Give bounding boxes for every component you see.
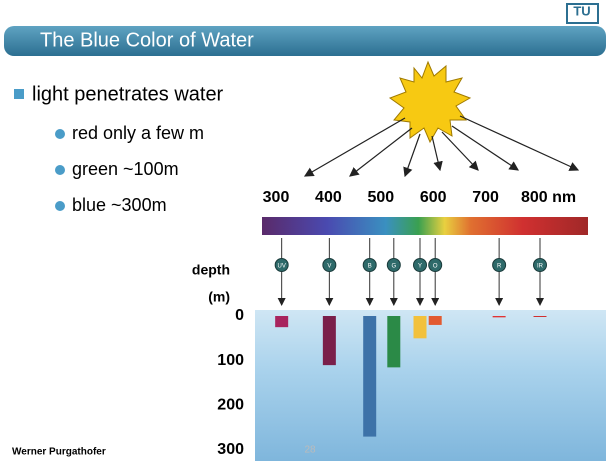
- band-name: R: [497, 264, 502, 270]
- depth-bar: [322, 316, 336, 366]
- band-name: O: [433, 264, 438, 270]
- wavelength-label: 300: [263, 189, 290, 206]
- band-badge: [533, 258, 547, 272]
- logo-text: TU: [573, 3, 590, 18]
- spectrum: [262, 217, 588, 235]
- wavelength-label: 400: [315, 189, 342, 206]
- band-badge: [362, 258, 377, 272]
- band-badge: [413, 258, 428, 272]
- wavelength-label: 800 nm: [521, 189, 576, 206]
- band-badge: [322, 258, 337, 272]
- sun-arrows: [303, 115, 580, 178]
- depth-tick-label: 300: [217, 441, 244, 458]
- logo: [566, 3, 599, 24]
- band-badge: [428, 258, 443, 272]
- wavelength-label: 700: [472, 189, 499, 206]
- depth-bar: [275, 316, 289, 328]
- sun: [388, 60, 472, 144]
- wavelength-label: 500: [367, 189, 394, 206]
- water: [255, 310, 606, 461]
- band-badge: [274, 258, 289, 272]
- sub-bullet-dot: [55, 201, 65, 211]
- band-name: V: [327, 264, 331, 270]
- sub-bullet: blue ~300m: [72, 195, 167, 215]
- depth-title: depth: [192, 262, 230, 278]
- depth-bar: [492, 316, 506, 318]
- band-name: B: [368, 264, 372, 270]
- slide-title: The Blue Color of Water: [40, 29, 254, 51]
- title-bar: [4, 26, 606, 56]
- depth-tick-label: 0: [235, 307, 244, 324]
- bullet-main: light penetrates water: [32, 83, 224, 105]
- depth-bar: [387, 316, 401, 368]
- depth-bar: [363, 316, 377, 437]
- depth-bar: [413, 316, 427, 339]
- sub-bullet-dot: [55, 165, 65, 175]
- depth-tick-label: 200: [217, 397, 244, 414]
- sub-bullet-dot: [55, 129, 65, 139]
- band-name: UV: [277, 264, 285, 270]
- depth-tick-label: 100: [217, 352, 244, 369]
- bullet-square: [14, 89, 24, 99]
- depth-title: (m): [208, 289, 230, 305]
- depth-bar: [533, 316, 547, 317]
- page-number: 28: [304, 445, 316, 456]
- band-name: IR: [537, 264, 544, 270]
- band-name: G: [391, 264, 396, 270]
- wavelength-label: 600: [420, 189, 447, 206]
- sub-bullet: green ~100m: [72, 159, 179, 179]
- sub-bullet: red only a few m: [72, 123, 204, 143]
- depth-bar: [428, 316, 442, 325]
- band-name: Y: [418, 264, 422, 270]
- footer-author: Werner Purgathofer: [12, 447, 106, 458]
- band-badge: [492, 258, 507, 272]
- band-badge: [386, 258, 401, 272]
